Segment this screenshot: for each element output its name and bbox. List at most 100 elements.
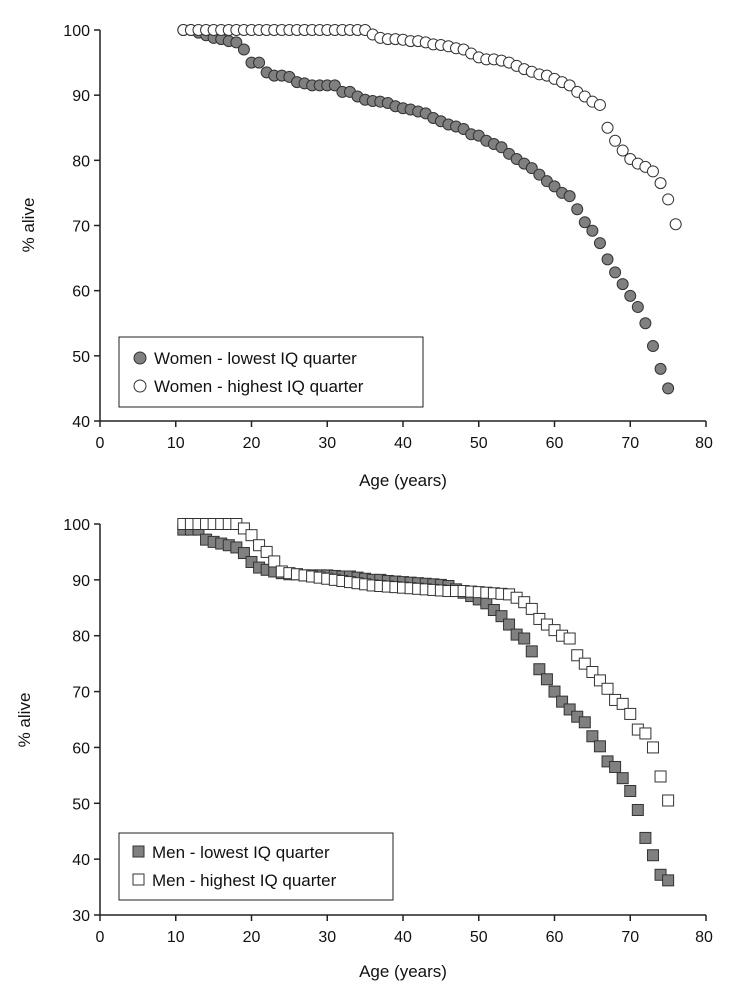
men-highest-point <box>563 632 576 645</box>
women-lowest-point <box>237 43 250 56</box>
women-lowest-point <box>639 317 652 330</box>
women-marks <box>177 24 682 395</box>
women-highest-point <box>609 134 622 147</box>
men-x-tick-label: 10 <box>167 929 185 946</box>
women-lowest-point <box>495 141 508 154</box>
men-lowest-point <box>540 673 553 686</box>
men-lowest-point <box>639 831 652 844</box>
women-y-ticks: 40 50 60 70 80 90 100 <box>63 23 100 431</box>
women-highest-point <box>654 177 667 190</box>
men-chart: 30 40 50 60 70 80 90 100 0 10 20 30 40 50 60 70 80 Age … <box>15 517 713 981</box>
men-y-tick-label: 80 <box>72 629 90 646</box>
men-legend: Men - lowest IQ quarter Men - highest IQ… <box>118 832 394 901</box>
women-legend-box <box>118 336 424 408</box>
women-x-axis-label: Age (years) <box>359 471 447 490</box>
women-x-tick-label: 40 <box>394 435 412 452</box>
men-highest-point <box>654 770 667 783</box>
women-y-tick-label: 80 <box>72 153 90 170</box>
men-lowest-point <box>631 803 644 816</box>
women-lowest-point <box>533 168 546 181</box>
women-y-axis-label: % alive <box>19 198 38 253</box>
men-highest-point <box>646 741 659 754</box>
women-x-tick-label: 70 <box>621 435 639 452</box>
women-x-tick-label: 10 <box>167 435 185 452</box>
women-lowest-point <box>631 300 644 313</box>
women-y-tick-label: 70 <box>72 219 90 236</box>
women-x-tick-label: 20 <box>243 435 261 452</box>
men-lowest-point <box>556 695 569 708</box>
men-highest-point <box>639 727 652 740</box>
men-y-axis-label: % alive <box>15 693 34 748</box>
men-highest-point <box>260 545 273 558</box>
women-x-tick-label: 30 <box>318 435 336 452</box>
men-highest-point <box>624 707 637 720</box>
women-legend-marker-highest <box>133 379 147 393</box>
men-x-tick-label: 80 <box>695 929 713 946</box>
women-lowest-point <box>328 79 341 92</box>
women-lowest-point <box>578 216 591 229</box>
men-highest-point <box>601 682 614 695</box>
men-legend-label-highest: Men - highest IQ quarter <box>152 871 337 890</box>
men-lowest-point <box>646 849 659 862</box>
men-x-ticks: 0 10 20 30 40 50 60 70 80 <box>96 915 713 946</box>
men-lowest-point <box>578 716 591 729</box>
women-highest-point <box>593 98 606 111</box>
women-y-tick-label: 50 <box>72 349 90 366</box>
women-highest-point <box>662 193 675 206</box>
men-highest-point <box>237 522 250 535</box>
women-legend-marker-lowest <box>133 351 147 365</box>
men-y-tick-label: 50 <box>72 796 90 813</box>
men-lowest-point <box>548 685 561 698</box>
men-highest-point <box>571 649 584 662</box>
men-lowest-point <box>662 874 675 887</box>
men-highest-point <box>253 539 266 552</box>
women-lowest-point <box>563 190 576 203</box>
men-highest-point <box>268 555 281 568</box>
men-lowest-point <box>563 703 576 716</box>
women-y-tick-label: 40 <box>72 414 90 431</box>
men-lowest-point <box>237 547 250 560</box>
women-y-tick-label: 60 <box>72 284 90 301</box>
men-highest-point <box>662 794 675 807</box>
women-lowest-point <box>586 224 599 237</box>
women-lowest-point <box>616 278 629 291</box>
men-highest-point <box>586 666 599 679</box>
women-lowest-point <box>646 340 659 353</box>
men-lowest-point <box>503 618 516 631</box>
men-lowest-point <box>616 772 629 785</box>
women-x-ticks: 0 10 20 30 40 50 60 70 80 <box>96 421 713 452</box>
men-x-tick-label: 0 <box>96 929 105 946</box>
women-legend: Women - lowest IQ quarter Women - highes… <box>118 336 424 408</box>
men-y-tick-label: 100 <box>63 517 90 534</box>
women-highest-point <box>669 218 682 231</box>
women-lowest-point <box>571 203 584 216</box>
women-legend-label-lowest: Women - lowest IQ quarter <box>154 349 357 368</box>
women-lowest-point <box>525 162 538 175</box>
men-lowest-point <box>495 610 508 623</box>
men-lowest-point <box>609 760 622 773</box>
men-x-tick-label: 30 <box>318 929 336 946</box>
women-highest-point <box>563 79 576 92</box>
women-lowest-point <box>662 382 675 395</box>
men-lowest-point <box>586 730 599 743</box>
men-lowest-point <box>624 784 637 797</box>
women-highest-point <box>601 121 614 134</box>
women-x-tick-label: 50 <box>470 435 488 452</box>
women-lowest-point <box>593 237 606 250</box>
men-lowest-point <box>518 632 531 645</box>
men-x-tick-label: 40 <box>394 929 412 946</box>
men-highest-point <box>578 657 591 670</box>
men-y-tick-label: 30 <box>72 908 90 925</box>
men-y-tick-label: 60 <box>72 740 90 757</box>
men-highest-point <box>525 602 538 615</box>
men-x-tick-label: 70 <box>621 929 639 946</box>
men-y-tick-label: 90 <box>72 573 90 590</box>
women-x-tick-label: 0 <box>96 435 105 452</box>
women-chart: 40 50 60 70 80 90 100 0 10 20 30 40 50 60 70 80 Age (y… <box>19 23 713 490</box>
women-lowest-point <box>601 253 614 266</box>
women-y-tick-label: 100 <box>63 23 90 40</box>
men-highest-point <box>518 596 531 609</box>
women-lowest-point <box>253 56 266 69</box>
men-y-tick-label: 70 <box>72 685 90 702</box>
men-legend-box <box>118 832 394 901</box>
